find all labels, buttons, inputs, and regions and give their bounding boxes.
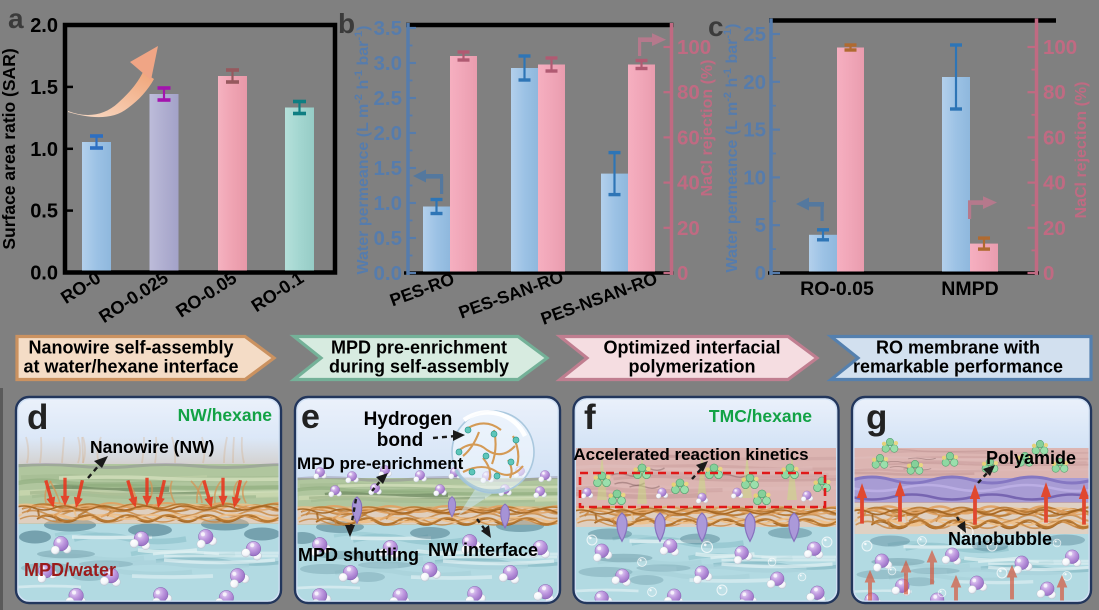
- svg-text:e: e: [301, 398, 320, 436]
- svg-text:Nanowire (NW): Nanowire (NW): [90, 437, 214, 457]
- svg-text:Nanowire self-assembly: Nanowire self-assembly: [28, 338, 233, 358]
- svg-text:0: 0: [755, 262, 766, 285]
- svg-text:c: c: [708, 11, 724, 42]
- svg-text:NMPD: NMPD: [941, 278, 998, 300]
- svg-text:Nanobubble: Nanobubble: [948, 529, 1052, 549]
- svg-text:0.0: 0.0: [30, 263, 58, 285]
- svg-text:100: 100: [677, 36, 711, 59]
- svg-text:b: b: [338, 8, 355, 39]
- svg-text:100: 100: [1043, 36, 1077, 59]
- svg-text:MPD pre-enrichment: MPD pre-enrichment: [331, 338, 507, 358]
- svg-text:g: g: [866, 398, 887, 437]
- svg-text:3.0: 3.0: [374, 52, 403, 75]
- svg-text:80: 80: [1043, 81, 1066, 104]
- svg-text:0.0: 0.0: [374, 262, 403, 285]
- svg-text:NaCl rejection (%): NaCl rejection (%): [699, 60, 716, 197]
- svg-text:d: d: [27, 398, 48, 437]
- svg-text:1.5: 1.5: [30, 77, 58, 99]
- svg-text:f: f: [584, 398, 596, 437]
- svg-text:20: 20: [677, 217, 700, 240]
- svg-text:remarkable performance: remarkable performance: [853, 357, 1063, 377]
- svg-text:NW interface: NW interface: [428, 540, 538, 560]
- svg-text:bond: bond: [377, 430, 423, 451]
- svg-text:MPD pre-enrichment: MPD pre-enrichment: [297, 454, 464, 473]
- svg-text:RO membrane with: RO membrane with: [876, 338, 1040, 358]
- svg-text:0.5: 0.5: [30, 201, 58, 223]
- svg-text:2.0: 2.0: [374, 122, 403, 145]
- svg-text:Water permeance (L m-2 h-1 bar: Water permeance (L m-2 h-1 bar-1): [353, 26, 372, 275]
- svg-text:MPD shuttling: MPD shuttling: [298, 545, 419, 565]
- svg-text:NW/hexane: NW/hexane: [178, 405, 273, 425]
- svg-text:NaCl rejection (%): NaCl rejection (%): [1073, 82, 1090, 219]
- svg-text:1.0: 1.0: [30, 139, 58, 161]
- svg-text:RO-0.05: RO-0.05: [800, 278, 874, 300]
- svg-text:20: 20: [1043, 217, 1066, 240]
- svg-text:0.5: 0.5: [374, 227, 403, 250]
- svg-text:Water permeance (L m-2 h-1 bar: Water permeance (L m-2 h-1 bar-1): [722, 24, 741, 273]
- svg-text:TMC/hexane: TMC/hexane: [709, 406, 812, 426]
- svg-text:15: 15: [743, 119, 766, 142]
- svg-text:polymerization: polymerization: [628, 357, 755, 377]
- svg-text:Surface area ratio (SAR): Surface area ratio (SAR): [0, 48, 19, 249]
- svg-text:at water/hexane interface: at water/hexane interface: [23, 357, 238, 377]
- svg-text:1.0: 1.0: [374, 192, 403, 215]
- svg-text:3.5: 3.5: [374, 17, 403, 40]
- svg-text:40: 40: [1043, 172, 1066, 195]
- svg-text:0: 0: [1043, 262, 1054, 285]
- svg-text:MPD/water: MPD/water: [24, 560, 116, 580]
- svg-text:during self-assembly: during self-assembly: [329, 357, 509, 377]
- svg-text:5: 5: [755, 214, 766, 237]
- svg-text:a: a: [8, 3, 24, 34]
- svg-text:2.5: 2.5: [374, 87, 403, 110]
- svg-text:80: 80: [677, 81, 700, 104]
- svg-text:Hydrogen: Hydrogen: [364, 409, 453, 430]
- svg-text:2.0: 2.0: [30, 15, 58, 37]
- svg-text:40: 40: [677, 172, 700, 195]
- svg-text:Polyamide: Polyamide: [986, 448, 1076, 468]
- svg-text:60: 60: [1043, 126, 1066, 149]
- svg-text:1.5: 1.5: [374, 157, 403, 180]
- svg-text:60: 60: [677, 126, 700, 149]
- svg-text:20: 20: [743, 71, 766, 94]
- svg-text:Accelerated reaction kinetics: Accelerated reaction kinetics: [573, 445, 808, 464]
- svg-text:Optimized interfacial: Optimized interfacial: [603, 338, 780, 358]
- svg-text:10: 10: [743, 166, 766, 189]
- svg-text:25: 25: [743, 23, 766, 46]
- svg-text:0: 0: [677, 262, 688, 285]
